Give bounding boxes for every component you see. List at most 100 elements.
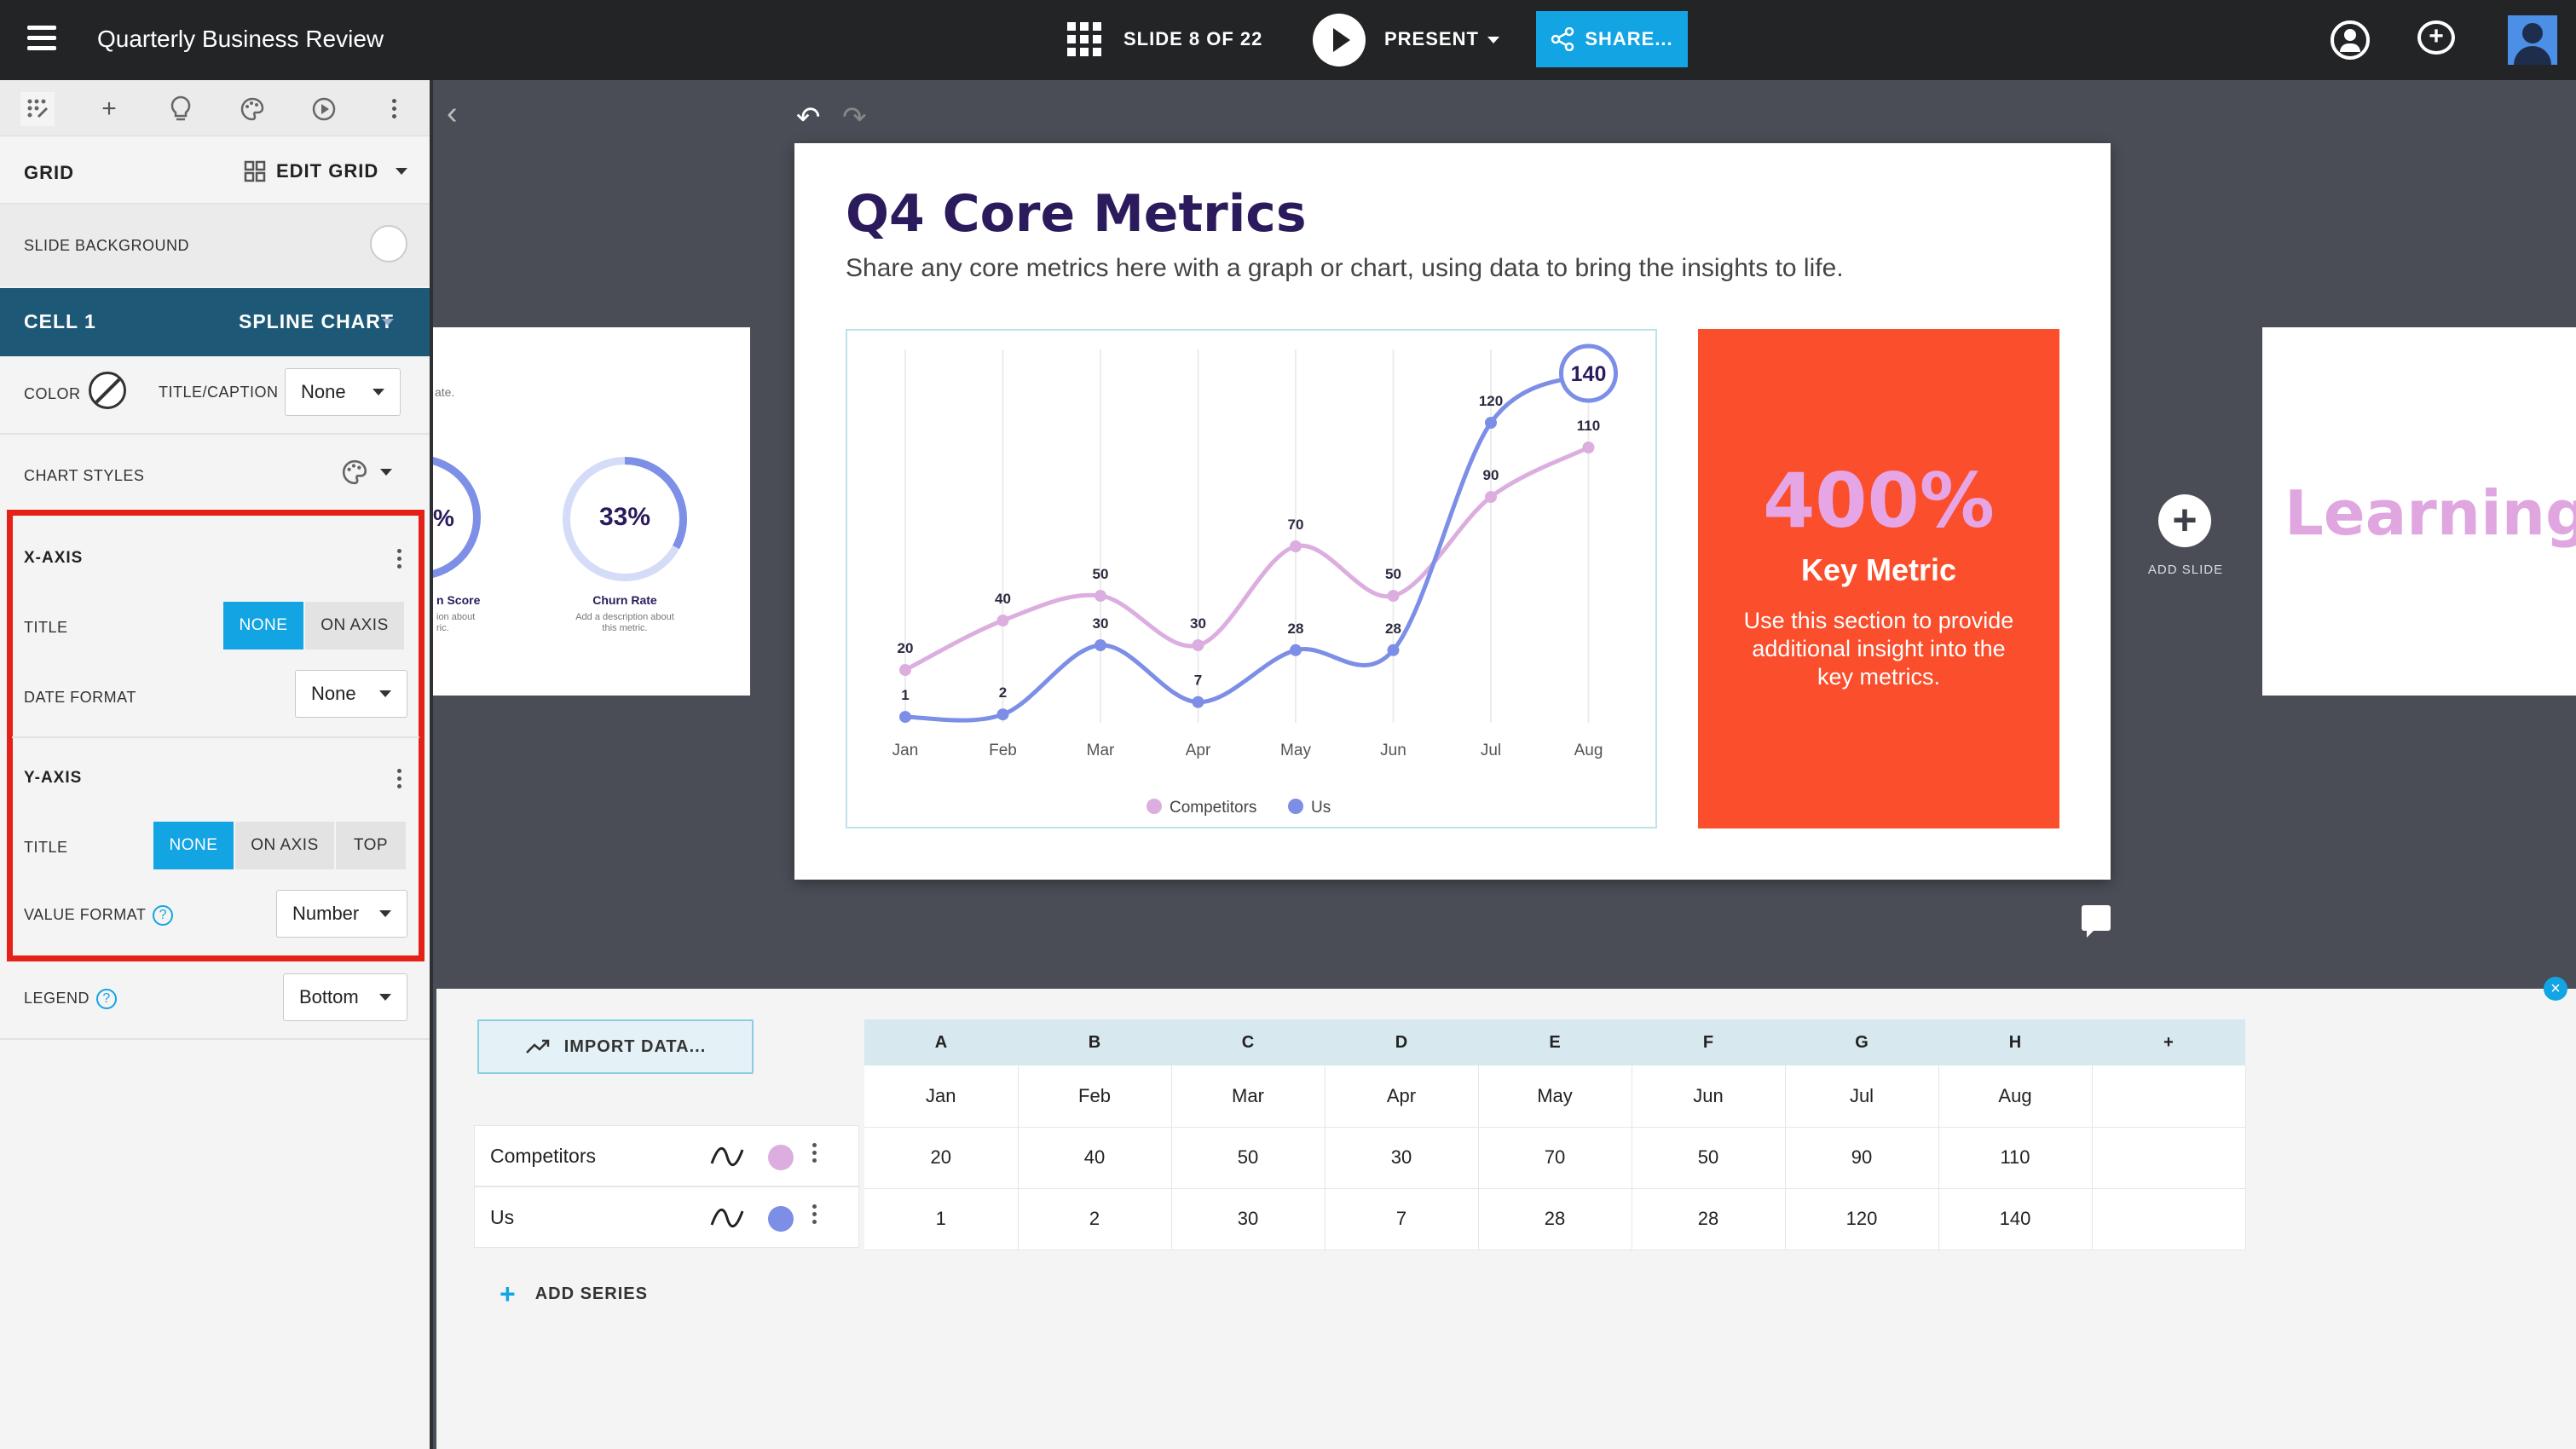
series-color-swatch[interactable] <box>768 1206 794 1232</box>
key-metric-cell[interactable]: 400% Key Metric Use this section to prov… <box>1698 329 2059 828</box>
column-header[interactable]: E <box>1478 1019 1632 1065</box>
palette-icon[interactable] <box>235 92 269 126</box>
table-cell[interactable]: 50 <box>1632 1127 1786 1189</box>
slide-background-swatch[interactable] <box>370 225 407 263</box>
table-cell[interactable] <box>2092 1188 2246 1250</box>
table-cell[interactable]: 20 <box>864 1127 1019 1189</box>
y-axis-top-option[interactable]: TOP <box>336 822 407 869</box>
date-format-dropdown[interactable]: None <box>295 670 407 718</box>
more-options-icon[interactable] <box>378 92 413 126</box>
table-cell[interactable]: Apr <box>1325 1065 1479 1128</box>
y-axis-on-axis-option[interactable]: ON AXIS <box>235 822 336 869</box>
help-icon[interactable]: ? <box>96 989 118 1009</box>
column-header[interactable]: G <box>1785 1019 1938 1065</box>
table-cell[interactable]: 90 <box>1785 1127 1939 1189</box>
table-cell[interactable] <box>2092 1127 2246 1189</box>
data-point <box>899 711 911 724</box>
slide-indicator[interactable]: SLIDE 8 OF 22 <box>1123 28 1263 49</box>
slide-title[interactable]: Q4 Core Metrics <box>846 184 1307 244</box>
add-comment-icon[interactable]: + <box>2417 20 2455 55</box>
table-cell[interactable]: Jan <box>864 1065 1019 1128</box>
current-slide[interactable]: Q4 Core Metrics Share any core metrics h… <box>794 143 2111 880</box>
table-cell[interactable]: 140 <box>1938 1188 2093 1250</box>
table-cell[interactable]: 70 <box>1478 1127 1632 1189</box>
table-cell[interactable] <box>2092 1065 2246 1128</box>
lightbulb-icon[interactable] <box>164 92 198 126</box>
x-axis-on-axis-option[interactable]: ON AXIS <box>305 602 406 649</box>
close-icon[interactable]: × <box>2544 977 2567 1001</box>
series-name[interactable]: Us <box>490 1205 515 1228</box>
next-slide-thumbnail[interactable]: Learnings <box>2262 327 2576 696</box>
spline-icon[interactable] <box>710 1204 744 1232</box>
chart-styles-dropdown[interactable] <box>341 459 392 486</box>
table-cell[interactable]: Feb <box>1018 1065 1172 1128</box>
chart-cell[interactable]: Jan Feb Mar Apr May Jun Jul Aug 20 40 50 30 70 50 90 11… <box>846 329 1657 828</box>
chevron-left-icon[interactable]: ‹ <box>447 95 458 131</box>
play-icon[interactable] <box>1313 14 1366 66</box>
table-cell[interactable]: 28 <box>1632 1188 1786 1250</box>
layout-grid-icon[interactable] <box>20 92 55 126</box>
table-cell[interactable]: 120 <box>1785 1188 1939 1250</box>
series-more-icon[interactable] <box>812 1143 819 1166</box>
table-cell[interactable]: Aug <box>1938 1065 2093 1128</box>
table-cell[interactable]: 110 <box>1938 1127 2093 1189</box>
table-cell[interactable]: 30 <box>1171 1188 1326 1250</box>
color-picker[interactable] <box>89 372 126 409</box>
column-header[interactable]: D <box>1325 1019 1478 1065</box>
add-column-button[interactable]: + <box>2092 1019 2245 1065</box>
table-cell[interactable]: 40 <box>1018 1127 1172 1189</box>
import-data-button[interactable]: IMPORT DATA... <box>477 1019 754 1074</box>
column-header[interactable]: F <box>1632 1019 1785 1065</box>
share-button[interactable]: SHARE... <box>1536 11 1688 67</box>
series-row-us[interactable]: Us <box>474 1186 859 1248</box>
table-cell[interactable]: 50 <box>1171 1127 1326 1189</box>
series-row-competitors[interactable]: Competitors <box>474 1125 859 1186</box>
x-axis-more-icon[interactable] <box>397 549 404 572</box>
previous-slide-thumbnail[interactable]: ate. % n Score ion about ric. 33% Churn R… <box>433 327 750 696</box>
legend-swatch <box>1146 799 1162 814</box>
series-color-swatch[interactable] <box>768 1145 794 1170</box>
add-icon[interactable]: + <box>101 95 117 123</box>
add-slide-button[interactable]: + <box>2158 494 2211 547</box>
avatar[interactable] <box>2508 15 2557 65</box>
legend-dropdown[interactable]: Bottom <box>283 973 407 1021</box>
column-header[interactable]: H <box>1938 1019 2092 1065</box>
table-cell[interactable]: 30 <box>1325 1127 1479 1189</box>
x-axis-none-option[interactable]: NONE <box>223 602 305 649</box>
slide-subtitle[interactable]: Share any core metrics here with a graph… <box>846 254 1844 282</box>
slide-grid-icon[interactable] <box>1067 22 1101 56</box>
table-cell[interactable]: 28 <box>1478 1188 1632 1250</box>
title-caption-dropdown[interactable]: None <box>285 368 401 416</box>
value-format-dropdown[interactable]: Number <box>276 890 407 938</box>
document-title[interactable]: Quarterly Business Review <box>97 26 384 52</box>
notes-icon[interactable] <box>2082 905 2111 938</box>
cell-header[interactable]: CELL 1 SPLINE CHART <box>0 288 430 356</box>
column-header[interactable]: A <box>864 1019 1018 1065</box>
table-cell[interactable]: May <box>1478 1065 1632 1128</box>
play-circle-icon[interactable] <box>307 92 341 126</box>
y-axis-more-icon[interactable] <box>397 769 404 792</box>
add-series-button[interactable]: + ADD SERIES <box>500 1279 648 1310</box>
churn-rate-desc: Add a description about this metric. <box>554 612 696 634</box>
present-button[interactable]: PRESENT <box>1384 28 1499 50</box>
table-cell[interactable]: Jun <box>1632 1065 1786 1128</box>
table-cell[interactable]: 7 <box>1325 1188 1479 1250</box>
table-cell[interactable]: Jul <box>1785 1065 1939 1128</box>
edit-grid-button[interactable]: EDIT GRID <box>244 160 408 182</box>
profile-icon[interactable] <box>2331 20 2370 60</box>
table-cell[interactable]: Mar <box>1171 1065 1326 1128</box>
column-header[interactable]: B <box>1018 1019 1171 1065</box>
churn-rate-value: 33% <box>598 503 651 531</box>
redo-icon[interactable]: ↷ <box>842 101 867 134</box>
help-icon[interactable]: ? <box>153 905 174 926</box>
table-cell[interactable]: 2 <box>1018 1188 1172 1250</box>
spline-icon[interactable] <box>710 1143 744 1170</box>
series-name[interactable]: Competitors <box>490 1144 596 1167</box>
table-cell[interactable]: 1 <box>864 1188 1019 1250</box>
column-header[interactable]: C <box>1171 1019 1325 1065</box>
hamburger-menu-icon[interactable] <box>27 26 56 55</box>
series-more-icon[interactable] <box>812 1204 819 1227</box>
y-axis-none-option[interactable]: NONE <box>153 822 235 869</box>
undo-icon[interactable]: ↶ <box>796 101 821 134</box>
highlight-marker <box>1559 343 1618 403</box>
